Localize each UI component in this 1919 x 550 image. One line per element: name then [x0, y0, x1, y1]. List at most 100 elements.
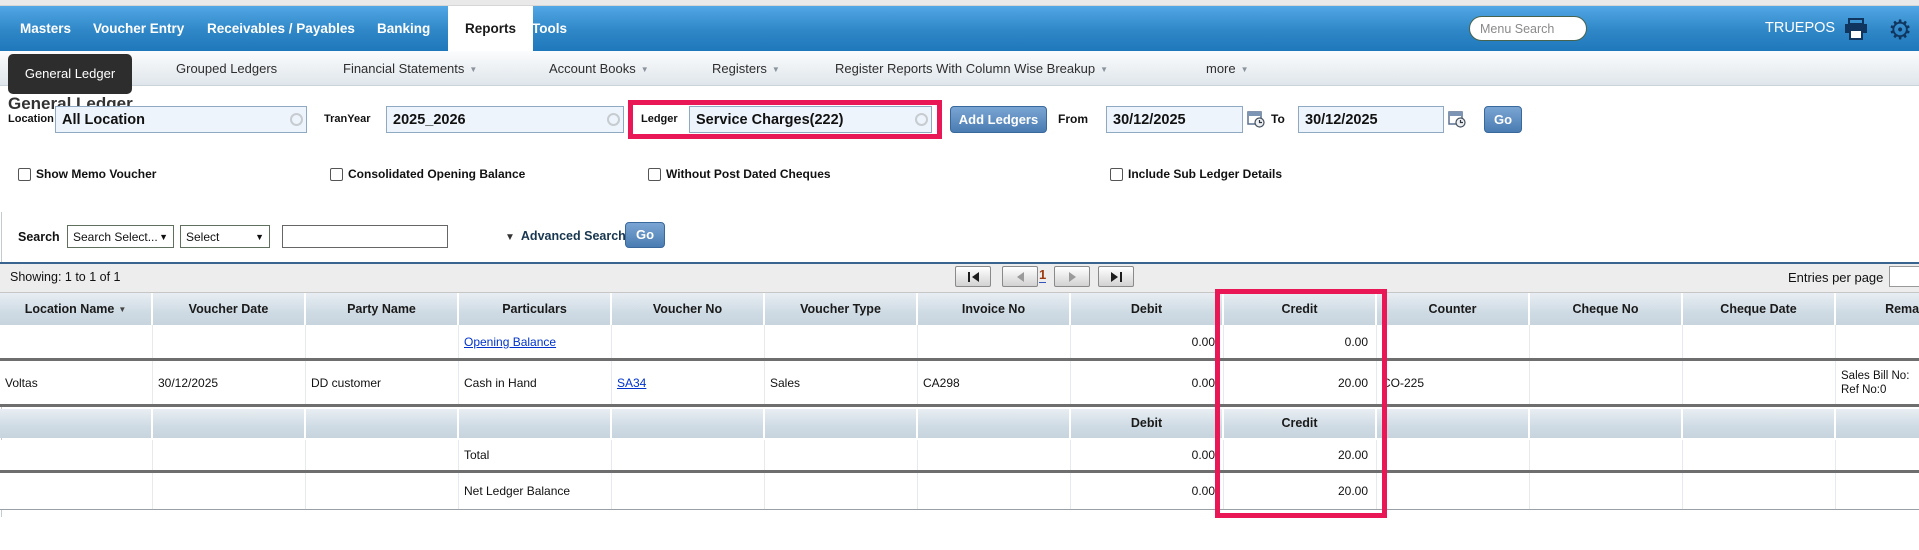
column-header-counter[interactable]: Counter	[1377, 293, 1528, 325]
menu-search-input[interactable]	[1469, 16, 1587, 41]
table-cell	[1377, 473, 1530, 509]
subnav-item-grouped-ledgers[interactable]: Grouped Ledgers	[176, 51, 277, 86]
opening-balance-link[interactable]: Opening Balance	[464, 334, 557, 349]
subnav-label: Grouped Ledgers	[176, 61, 278, 76]
subnav-item-account-books[interactable]: Account Books ▼	[549, 51, 649, 86]
search-input[interactable]	[282, 225, 448, 248]
table-cell	[0, 473, 153, 509]
table-cell	[918, 473, 1071, 509]
subnav-label: Registers	[712, 61, 767, 76]
table-cell	[765, 473, 918, 509]
search-field-select[interactable]: Search Select... ▼	[67, 225, 174, 248]
column-header-remarks[interactable]: Remarks	[1836, 293, 1919, 325]
summary-header-cell	[459, 409, 610, 438]
select-value: Search Select...	[73, 229, 158, 244]
nav-item-voucher-entry[interactable]: Voucher Entry	[93, 21, 185, 36]
column-header-location-name[interactable]: Location Name ▼	[0, 293, 151, 325]
ledger-table: Location Name ▼ Voucher Date Party Name P…	[0, 293, 1919, 519]
chevron-down-icon: ▼	[255, 231, 264, 242]
checkbox-show-memo-voucher[interactable]: Show Memo Voucher	[18, 167, 156, 181]
add-ledgers-button[interactable]: Add Ledgers	[950, 106, 1047, 133]
first-page-button[interactable]	[955, 266, 991, 287]
top-strip	[0, 0, 1919, 6]
column-header-voucher-type[interactable]: Voucher Type	[765, 293, 916, 325]
search-go-button[interactable]: Go	[625, 222, 665, 248]
checkbox-consolidated-opening-balance[interactable]: Consolidated Opening Balance	[330, 167, 525, 181]
lookup-circle-icon[interactable]	[607, 113, 620, 126]
nav-item-masters[interactable]: Masters	[20, 21, 72, 36]
summary-header-cell	[918, 409, 1069, 438]
calendar-icon[interactable]	[1448, 110, 1466, 133]
column-header-cheque-no[interactable]: Cheque No	[1530, 293, 1681, 325]
column-header-particulars[interactable]: Particulars	[459, 293, 610, 325]
column-header-invoice-no[interactable]: Invoice No	[918, 293, 1069, 325]
current-page-number[interactable]: 1	[1039, 267, 1047, 283]
subnav-item-general-ledger-active[interactable]: General Ledger	[8, 54, 132, 94]
checkbox-label: Show Memo Voucher	[36, 167, 157, 181]
nav-item-reports[interactable]: Reports	[448, 6, 534, 51]
nav-item-banking[interactable]: Banking	[377, 21, 431, 36]
advanced-search-toggle[interactable]: ▼ Advanced Search	[505, 225, 626, 248]
chevron-down-icon: ▼	[1240, 65, 1249, 74]
prev-page-button[interactable]	[1002, 266, 1038, 287]
summary-header-cell	[306, 409, 457, 438]
table-cell-particulars: Opening Balance	[459, 325, 612, 358]
checkbox-without-post-dated-cheques[interactable]: Without Post Dated Cheques	[648, 167, 831, 181]
checkbox[interactable]	[330, 167, 343, 181]
subnav-item-more[interactable]: more ▼	[1206, 51, 1249, 86]
column-header-credit[interactable]: Credit	[1224, 293, 1375, 325]
nav-item-receivables-payables[interactable]: Receivables / Payables	[207, 21, 355, 36]
column-header-party-name[interactable]: Party Name	[306, 293, 457, 325]
column-header-voucher-date[interactable]: Voucher Date	[153, 293, 304, 325]
last-page-button[interactable]	[1098, 266, 1134, 287]
ledger-input[interactable]	[689, 106, 932, 133]
checkbox[interactable]	[18, 167, 31, 181]
checkbox[interactable]	[648, 167, 661, 181]
table-row-net-ledger-balance: Net Ledger Balance 0.00 20.00	[0, 473, 1919, 510]
first-page-icon	[967, 271, 970, 282]
table-row-opening-balance: Opening Balance 0.00 0.00	[0, 325, 1919, 361]
checkbox-include-sub-ledger-details[interactable]: Include Sub Ledger Details	[1110, 167, 1282, 181]
gear-icon[interactable]: ⚙	[1888, 15, 1913, 45]
subnav-item-financial-statements[interactable]: Financial Statements ▼	[343, 51, 477, 86]
net-balance-debit: 0.00	[1071, 473, 1224, 509]
location-input[interactable]	[55, 106, 307, 133]
calendar-icon[interactable]	[1247, 110, 1265, 133]
entries-per-page-input[interactable]	[1889, 266, 1919, 287]
summary-header-debit: Debit	[1071, 409, 1222, 438]
checkbox-label: Without Post Dated Cheques	[666, 167, 831, 181]
printer-icon[interactable]	[1843, 18, 1869, 45]
subnav-item-registers[interactable]: Registers ▼	[712, 51, 780, 86]
table-cell-voucher-date: 30/12/2025	[153, 361, 306, 404]
table-cell	[153, 440, 306, 470]
voucher-no-link[interactable]: SA34	[617, 375, 647, 390]
table-cell-debit: 0.00	[1071, 361, 1224, 404]
lookup-circle-icon[interactable]	[915, 113, 928, 126]
lookup-circle-icon[interactable]	[290, 113, 303, 126]
table-cell-invoice-no: CA298	[918, 361, 1071, 404]
date-go-button[interactable]: Go	[1484, 106, 1522, 133]
summary-header-cell	[0, 409, 151, 438]
table-header-row: Location Name ▼ Voucher Date Party Name P…	[0, 293, 1919, 325]
table-cell-remarks: Sales Bill No: Ref No:0	[1836, 361, 1919, 404]
column-header-cheque-date[interactable]: Cheque Date	[1683, 293, 1834, 325]
table-cell	[1683, 325, 1836, 358]
checkbox[interactable]	[1110, 167, 1123, 181]
table-cell-debit: 0.00	[1071, 325, 1224, 358]
search-operator-select[interactable]: Select ▼	[180, 225, 270, 248]
from-date-input[interactable]	[1106, 106, 1243, 133]
table-cell	[765, 440, 918, 470]
table-cell	[1683, 440, 1836, 470]
next-page-button[interactable]	[1054, 266, 1090, 287]
tranyear-input[interactable]	[386, 106, 624, 133]
column-header-voucher-no[interactable]: Voucher No	[612, 293, 763, 325]
nav-item-tools[interactable]: Tools	[532, 21, 567, 36]
table-cell	[1836, 325, 1919, 358]
summary-header-row: Debit Credit	[0, 409, 1919, 438]
entries-per-page-label: Entries per page	[1788, 270, 1884, 285]
table-cell-voucher-no: SA34	[612, 361, 765, 404]
table-cell	[0, 440, 153, 470]
to-date-input[interactable]	[1298, 106, 1444, 133]
column-header-debit[interactable]: Debit	[1071, 293, 1222, 325]
subnav-item-register-reports[interactable]: Register Reports With Column Wise Breaku…	[835, 51, 1108, 86]
